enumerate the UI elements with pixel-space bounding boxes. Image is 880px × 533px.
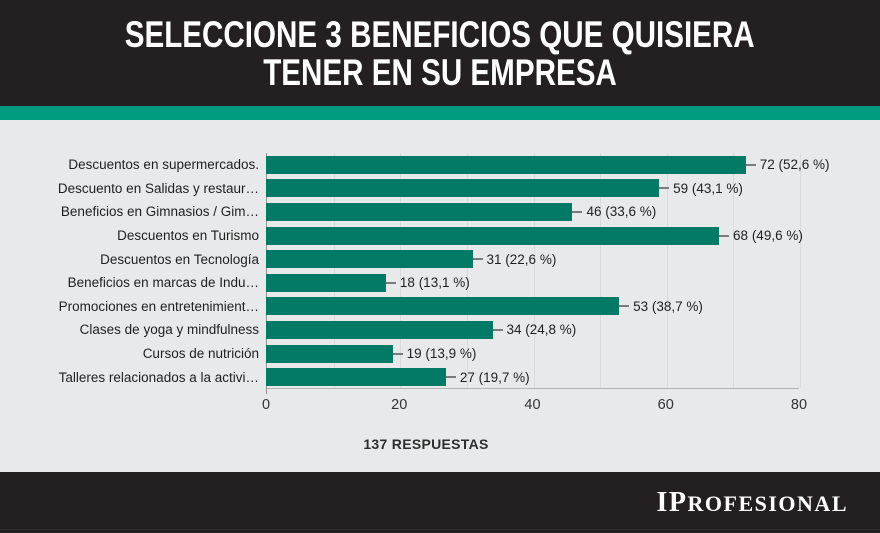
chart-row: Beneficios en marcas de Indu… 18 (13,1 %) — [0, 271, 880, 295]
x-tick-label: 20 — [391, 397, 408, 413]
chart-row: Clases de yoga y mindfulness 34 (24,8 %) — [0, 318, 880, 342]
gridline — [800, 153, 801, 388]
leader-line — [472, 258, 483, 261]
plot-area — [266, 153, 801, 394]
category-label: Descuentos en supermercados. — [68, 157, 259, 173]
value-label: 34 (24,8 %) — [506, 322, 577, 338]
leader-line — [659, 187, 670, 190]
chart-row: Descuentos en Turismo 68 (49,6 %) — [0, 224, 880, 248]
bar — [266, 202, 573, 221]
brand-logo-rest: ROFESIONAL — [687, 490, 848, 516]
gridline — [533, 153, 535, 388]
gridline — [733, 153, 735, 388]
responses-note: 137 RESPUESTAS — [363, 436, 489, 452]
bar — [266, 226, 720, 245]
accent-stripe — [0, 106, 880, 120]
leader-line — [745, 163, 756, 166]
chart-row: Promociones en entretenimient… 53 (38,7 %… — [0, 295, 880, 319]
x-tick-label: 0 — [261, 397, 271, 413]
bar — [266, 250, 473, 269]
category-label: Beneficios en marcas de Indu… — [67, 275, 259, 291]
gridline — [400, 153, 402, 388]
leader-line — [719, 234, 730, 237]
category-label: Descuentos en Turismo — [117, 228, 259, 244]
gridline — [666, 153, 668, 388]
category-label: Descuentos en Tecnología — [100, 251, 259, 267]
brand-logo-lead: IP — [656, 486, 688, 518]
bar — [266, 273, 386, 292]
value-label: 53 (38,7 %) — [633, 298, 703, 314]
category-label: Promociones en entretenimient… — [58, 298, 259, 314]
leader-line — [385, 281, 396, 284]
chart-row: Cursos de nutrición 19 (13,9 %) — [0, 342, 880, 366]
chart-row: Descuentos en supermercados. 72 (52,6 %) — [0, 153, 880, 177]
leader-line — [492, 328, 503, 331]
gridline — [466, 153, 468, 388]
x-tick-label: 60 — [657, 397, 674, 413]
value-label: 59 (43,1 %) — [673, 180, 743, 196]
bar — [266, 179, 660, 198]
brand-logo: IPROFESIONAL — [657, 487, 848, 519]
value-label: 18 (13,1 %) — [399, 275, 470, 291]
category-label: Clases de yoga y mindfulness — [79, 322, 259, 338]
header: SELECCIONE 3 BENEFICIOS QUE QUISIERA TEN… — [0, 0, 880, 106]
category-label: Beneficios en Gimnasios / Gim… — [60, 204, 259, 220]
category-label: Descuento en Salidas y restaur… — [57, 180, 259, 196]
chart-row: Talleres relacionados a la activi… 27 (19… — [0, 365, 880, 389]
value-label: 27 (19,7 %) — [459, 369, 530, 385]
bar — [266, 368, 446, 387]
footer: IPROFESIONAL — [0, 472, 880, 533]
x-tick-label: 80 — [790, 397, 808, 413]
gridline — [600, 153, 602, 388]
gridline — [333, 153, 335, 388]
bar-rows: Descuentos en supermercados. 72 (52,6 %) D… — [0, 153, 880, 389]
x-axis: 0 20 40 60 80 — [262, 397, 807, 417]
value-label: 72 (52,6 %) — [759, 157, 830, 173]
bar — [266, 344, 393, 363]
chart-row: Descuentos en Tecnología 31 (22,6 %) — [0, 247, 880, 271]
chart-row: Beneficios en Gimnasios / Gim… 46 (33,6 %… — [0, 200, 880, 224]
value-label: 19 (13,9 %) — [406, 346, 477, 362]
leader-line — [619, 305, 630, 308]
bar-chart: Descuentos en supermercados. 72 (52,6 %) D… — [0, 120, 880, 472]
value-label: 68 (49,6 %) — [733, 228, 803, 244]
bar — [266, 155, 746, 174]
bar — [266, 320, 493, 339]
category-label: Talleres relacionados a la activi… — [58, 369, 259, 385]
value-label: 46 (33,6 %) — [586, 204, 657, 220]
page-title-line-1: SELECCIONE 3 BENEFICIOS QUE QUISIERA — [125, 14, 755, 55]
bar — [266, 297, 620, 316]
leader-line — [572, 210, 583, 213]
leader-line — [445, 376, 456, 379]
category-label: Cursos de nutrición — [142, 346, 259, 362]
axis-tick-mark — [266, 388, 267, 394]
page-title-line-2: TENER EN SU EMPRESA — [263, 52, 617, 93]
value-label: 31 (22,6 %) — [486, 251, 557, 267]
x-tick-label: 40 — [524, 397, 541, 413]
chart-row: Descuento en Salidas y restaur… 59 (43,1 … — [0, 177, 880, 201]
leader-line — [392, 352, 403, 355]
